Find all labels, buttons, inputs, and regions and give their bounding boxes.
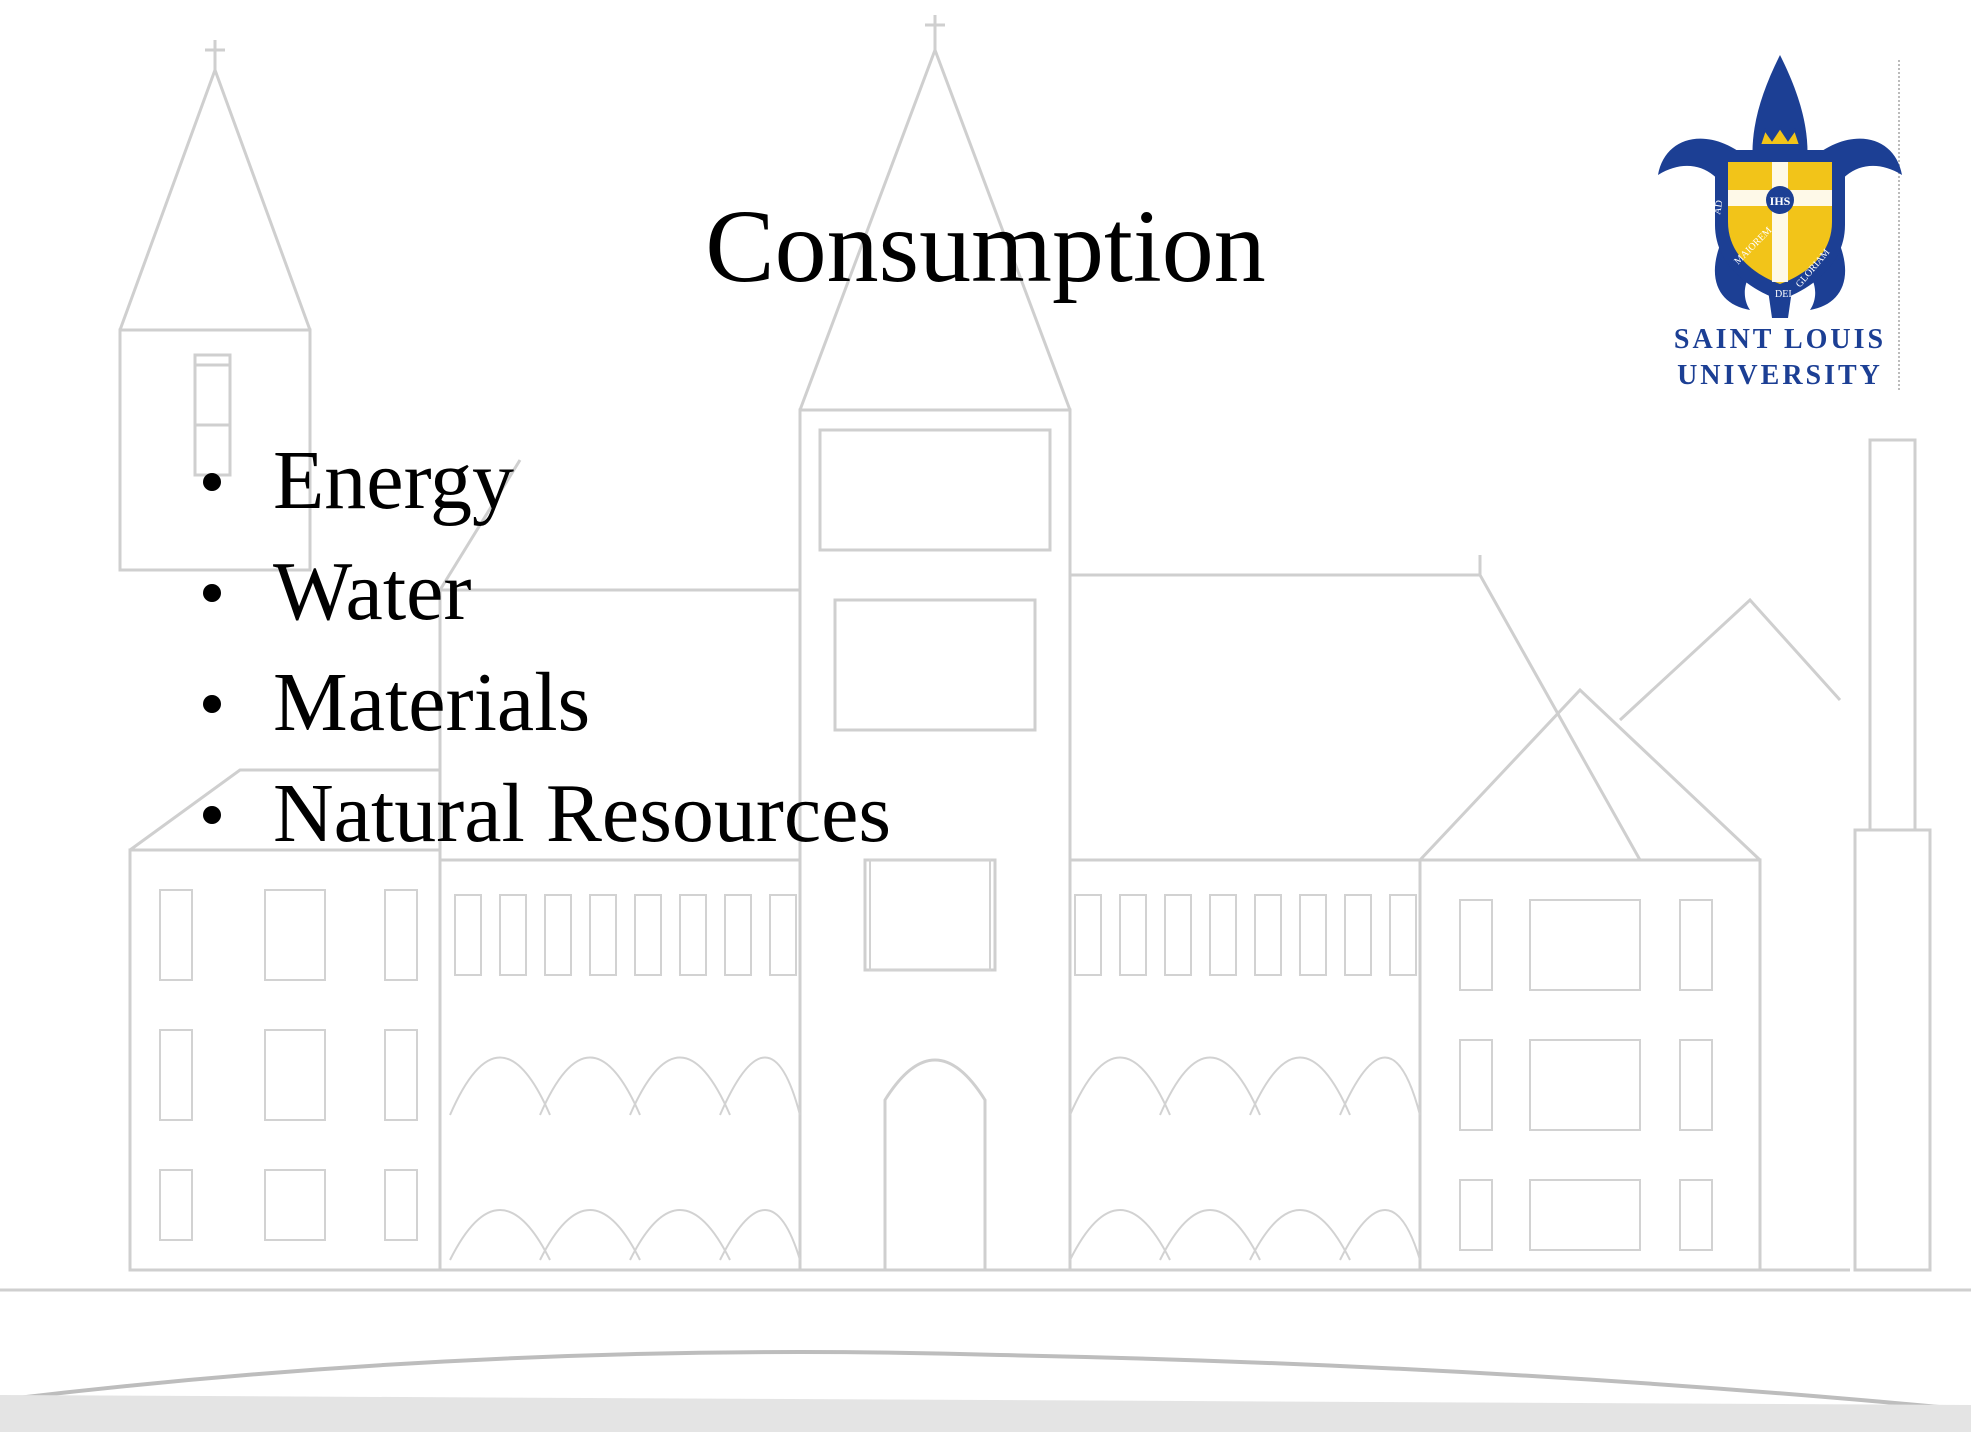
bullet-text: Water [273,545,472,638]
bullet-text: Energy [273,434,515,527]
bullet-icon [203,695,221,713]
bullet-icon [203,806,221,824]
bullet-text: Materials [273,656,591,749]
list-item: Energy [195,425,891,536]
slide-title: Consumption [705,189,1266,304]
list-item: Water [195,536,891,647]
logo-line-2: UNIVERSITY [1677,360,1883,391]
bullet-icon [203,584,221,602]
university-logo: IHS AD MAIOREM DEI GLORIAM [1658,55,1902,318]
bullet-text: Natural Resources [273,767,892,860]
list-item: Materials [195,647,891,758]
logo-line-1: SAINT LOUIS [1673,324,1887,355]
svg-text:IHS: IHS [1770,194,1791,208]
bullet-icon [203,473,221,491]
bullet-list: Energy Water Materials Natural Resources [195,425,891,869]
svg-text:AD: AD [1712,199,1725,215]
dotted-divider [1898,60,1900,390]
svg-text:DEI: DEI [1775,289,1792,300]
list-item: Natural Resources [195,758,891,869]
